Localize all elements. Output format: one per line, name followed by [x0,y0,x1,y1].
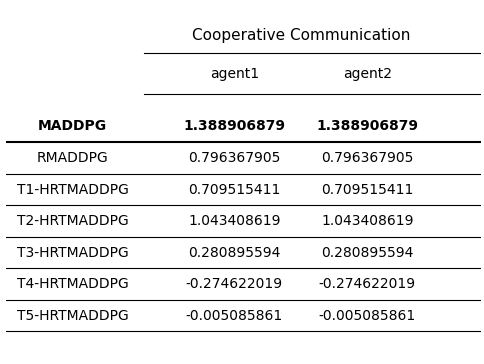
Text: -0.274622019: -0.274622019 [186,277,283,291]
Text: 0.796367905: 0.796367905 [321,151,413,165]
Text: 1.388906879: 1.388906879 [183,119,285,134]
Text: 1.043408619: 1.043408619 [188,214,280,228]
Text: 0.280895594: 0.280895594 [188,246,280,260]
Text: 1.388906879: 1.388906879 [316,119,418,134]
Text: T2-HRTMADDPG: T2-HRTMADDPG [17,214,129,228]
Text: T3-HRTMADDPG: T3-HRTMADDPG [17,246,129,260]
Text: RMADDPG: RMADDPG [37,151,108,165]
Text: -0.274622019: -0.274622019 [318,277,416,291]
Text: 0.709515411: 0.709515411 [188,182,280,197]
Text: -0.005085861: -0.005085861 [318,309,416,323]
Text: MADDPG: MADDPG [38,119,107,134]
Text: -0.005085861: -0.005085861 [185,309,283,323]
Text: 0.709515411: 0.709515411 [321,182,413,197]
Text: 0.280895594: 0.280895594 [321,246,413,260]
Text: Cooperative Communication: Cooperative Communication [192,28,410,43]
Text: T1-HRTMADDPG: T1-HRTMADDPG [17,182,129,197]
Text: T5-HRTMADDPG: T5-HRTMADDPG [17,309,129,323]
Text: 0.796367905: 0.796367905 [188,151,280,165]
Text: 1.043408619: 1.043408619 [321,214,413,228]
Text: T4-HRTMADDPG: T4-HRTMADDPG [17,277,129,291]
Text: agent2: agent2 [343,67,392,82]
Text: agent1: agent1 [210,67,259,82]
